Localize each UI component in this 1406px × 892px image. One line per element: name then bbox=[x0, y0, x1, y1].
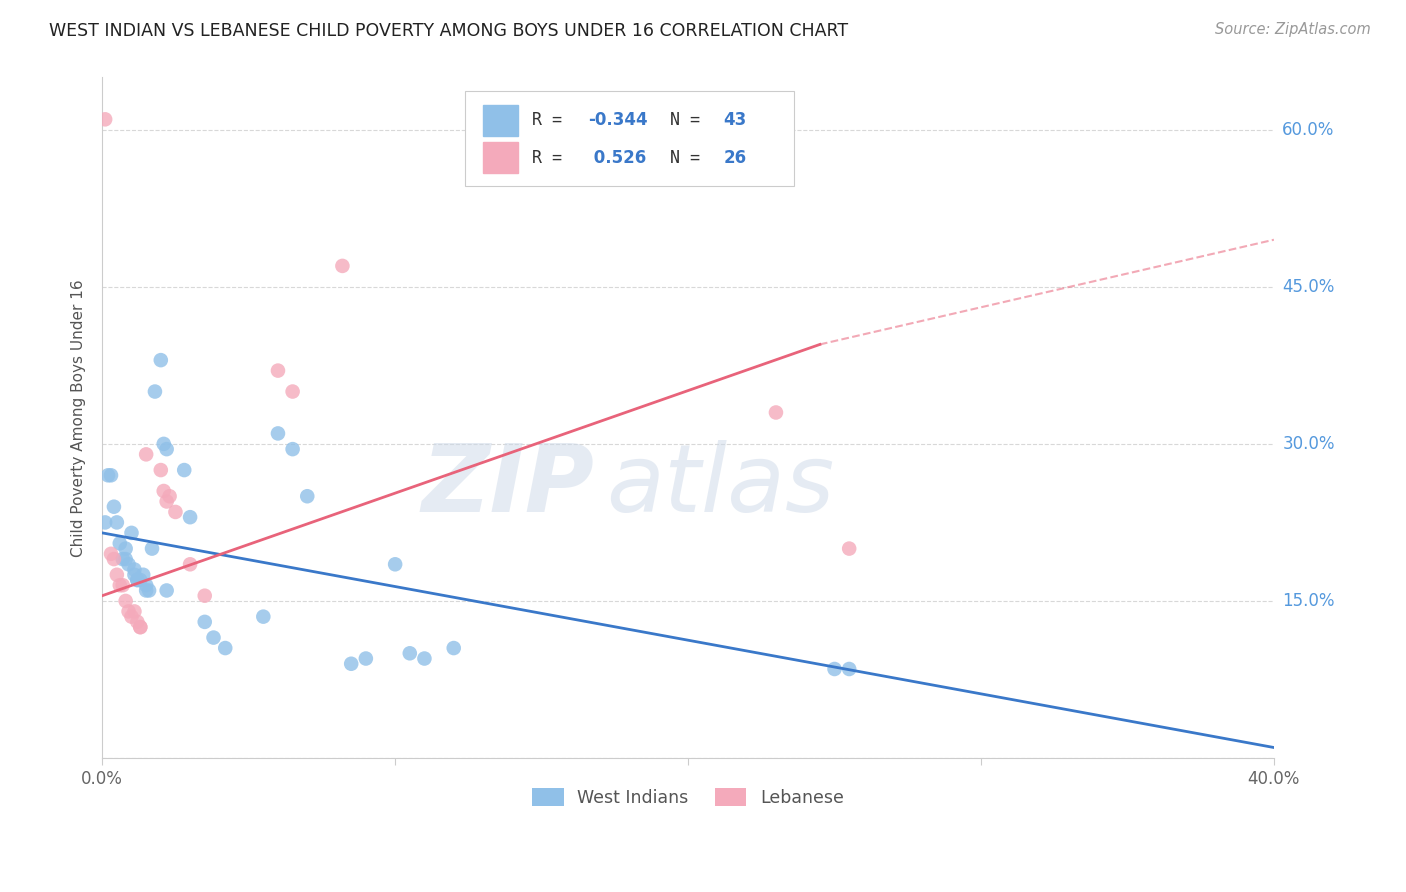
Point bbox=[129, 620, 152, 634]
Point bbox=[127, 573, 149, 587]
Text: N =: N = bbox=[671, 112, 710, 129]
Point bbox=[443, 641, 465, 656]
Text: 26: 26 bbox=[723, 149, 747, 167]
Point bbox=[97, 468, 120, 483]
Point bbox=[103, 500, 125, 514]
Point bbox=[129, 620, 152, 634]
Point bbox=[765, 405, 787, 419]
Point bbox=[838, 541, 860, 556]
Point bbox=[117, 558, 139, 572]
Point bbox=[156, 583, 179, 598]
Point bbox=[114, 552, 136, 566]
Point bbox=[159, 489, 181, 503]
Point bbox=[202, 631, 225, 645]
Point bbox=[108, 536, 131, 550]
Point bbox=[281, 384, 304, 399]
Point bbox=[124, 604, 146, 618]
Point bbox=[121, 609, 143, 624]
Point bbox=[129, 573, 152, 587]
Point bbox=[152, 483, 174, 498]
Point bbox=[141, 541, 163, 556]
Point bbox=[143, 384, 166, 399]
Point bbox=[165, 505, 187, 519]
Text: R =: R = bbox=[533, 149, 572, 167]
Text: WEST INDIAN VS LEBANESE CHILD POVERTY AMONG BOYS UNDER 16 CORRELATION CHART: WEST INDIAN VS LEBANESE CHILD POVERTY AM… bbox=[49, 22, 848, 40]
Text: -0.344: -0.344 bbox=[589, 112, 648, 129]
Point bbox=[100, 547, 122, 561]
Point bbox=[332, 259, 354, 273]
Point bbox=[173, 463, 195, 477]
Point bbox=[103, 552, 125, 566]
Point bbox=[179, 510, 201, 524]
Bar bbox=[484, 105, 519, 136]
Text: Source: ZipAtlas.com: Source: ZipAtlas.com bbox=[1215, 22, 1371, 37]
Point bbox=[149, 353, 172, 368]
Point bbox=[194, 589, 217, 603]
Point bbox=[132, 567, 155, 582]
Point bbox=[135, 578, 157, 592]
FancyBboxPatch shape bbox=[465, 91, 793, 186]
Point bbox=[152, 437, 174, 451]
Text: 43: 43 bbox=[723, 112, 747, 129]
Point bbox=[156, 442, 179, 457]
Point bbox=[111, 552, 134, 566]
Point bbox=[156, 494, 179, 508]
Point bbox=[297, 489, 319, 503]
Point bbox=[111, 578, 134, 592]
Text: 45.0%: 45.0% bbox=[1282, 277, 1334, 296]
Bar bbox=[484, 143, 519, 173]
Point bbox=[108, 578, 131, 592]
Point bbox=[252, 609, 274, 624]
Point bbox=[838, 662, 860, 676]
Point bbox=[135, 447, 157, 461]
Text: ZIP: ZIP bbox=[422, 440, 595, 532]
Point bbox=[354, 651, 377, 665]
Legend: West Indians, Lebanese: West Indians, Lebanese bbox=[526, 781, 851, 814]
Point bbox=[413, 651, 436, 665]
Point bbox=[267, 363, 290, 377]
Point bbox=[398, 646, 420, 660]
Text: R =: R = bbox=[533, 112, 572, 129]
Point bbox=[384, 558, 406, 572]
Point bbox=[281, 442, 304, 457]
Text: 30.0%: 30.0% bbox=[1282, 435, 1334, 453]
Point bbox=[340, 657, 363, 671]
Point bbox=[100, 468, 122, 483]
Point bbox=[105, 567, 128, 582]
Point bbox=[117, 604, 139, 618]
Point bbox=[105, 516, 128, 530]
Point bbox=[214, 641, 236, 656]
Point bbox=[127, 615, 149, 629]
Text: N =: N = bbox=[671, 149, 710, 167]
Point bbox=[267, 426, 290, 441]
Text: 0.526: 0.526 bbox=[589, 149, 647, 167]
Text: 15.0%: 15.0% bbox=[1282, 592, 1334, 610]
Point bbox=[124, 562, 146, 576]
Point bbox=[824, 662, 846, 676]
Point bbox=[121, 525, 143, 540]
Point bbox=[138, 583, 160, 598]
Point bbox=[127, 573, 149, 587]
Y-axis label: Child Poverty Among Boys Under 16: Child Poverty Among Boys Under 16 bbox=[72, 279, 86, 557]
Point bbox=[194, 615, 217, 629]
Point bbox=[135, 583, 157, 598]
Point bbox=[94, 112, 117, 127]
Point bbox=[149, 463, 172, 477]
Text: 60.0%: 60.0% bbox=[1282, 120, 1334, 139]
Point bbox=[114, 541, 136, 556]
Point bbox=[124, 567, 146, 582]
Point bbox=[179, 558, 201, 572]
Text: atlas: atlas bbox=[606, 441, 834, 532]
Point bbox=[94, 516, 117, 530]
Point bbox=[114, 594, 136, 608]
